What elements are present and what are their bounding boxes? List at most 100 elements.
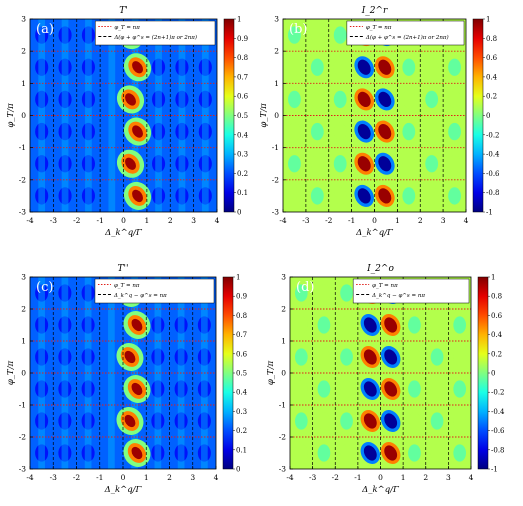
x-tick-label: 2: [418, 216, 423, 225]
x-tick-label: -1: [348, 216, 355, 225]
x-tick-label: 4: [215, 216, 220, 225]
colorbar-tick-label: 0.7: [236, 331, 247, 339]
heatmap-blob: [152, 122, 166, 141]
heatmap-blob: [448, 122, 461, 141]
heatmap-blob: [82, 252, 95, 269]
x-tick-label: 0: [372, 216, 377, 225]
y-tick-label: -2: [19, 175, 27, 184]
x-tick-label: 1: [401, 473, 406, 482]
heatmap-blob: [334, 0, 347, 12]
heatmap-blob: [402, 187, 416, 205]
colorbar-tick-label: 0.2: [236, 427, 247, 435]
colorbar: [472, 18, 484, 213]
heatmap-lobe: [378, 123, 392, 140]
colorbar-tick-label: -0.4: [491, 408, 505, 416]
heatmap-blob: [425, 0, 438, 12]
colorbar: [222, 276, 234, 470]
heatmap-blob: [175, 122, 189, 141]
heatmap-blob: [288, 0, 301, 12]
y-tick-label: -1: [19, 143, 26, 152]
y-axis-label: φ_T/π: [259, 103, 269, 128]
heatmap-stripe: [154, 277, 162, 469]
y-tick-label: 1: [21, 79, 26, 88]
heatmap-peak-core: [132, 61, 143, 74]
y-tick-label: -1: [279, 401, 286, 410]
colorbar: [477, 276, 489, 470]
heatmap-blob: [35, 0, 48, 12]
heatmap-blob: [453, 316, 467, 334]
heatmap-stripe: [38, 19, 46, 212]
heatmap-blob: [175, 252, 188, 269]
y-tick-label: -3: [19, 465, 27, 474]
heatmap-blob: [151, 348, 165, 366]
heatmap-blob: [310, 122, 324, 141]
heatmap-blob: [58, 58, 72, 76]
heatmap-stripe: [38, 277, 45, 469]
x-tick-label: 4: [214, 473, 219, 482]
heatmap-blob: [318, 252, 331, 269]
heatmap-blob: [333, 187, 347, 205]
x-tick-label: 2: [167, 473, 172, 482]
colorbar-tick-label: 0.9: [236, 293, 247, 301]
heatmap-blob: [174, 348, 188, 366]
heatmap-blob: [152, 58, 166, 76]
colorbar-tick-label: 0.1: [236, 446, 247, 454]
colorbar-tick-label: 0.8: [486, 35, 497, 43]
heatmap-blob: [81, 444, 95, 462]
x-tick-label: 1: [144, 473, 149, 482]
x-tick-label: -3: [302, 216, 310, 225]
x-tick-label: -2: [332, 473, 340, 482]
heatmap-blob: [294, 444, 308, 462]
heatmap-blob: [430, 412, 444, 430]
heatmap-lobe: [357, 156, 371, 172]
colorbar-tick-label: 0.9: [237, 35, 248, 43]
colorbar-tick-label: 0.8: [491, 293, 502, 301]
heatmap-blob: [175, 187, 189, 205]
colorbar-tick-label: 0.4: [237, 131, 249, 139]
heatmap-blob: [175, 155, 189, 173]
heatmap-blob: [430, 380, 444, 398]
colorbar-tick-label: 0.5: [236, 370, 247, 378]
panel-label: (a): [36, 22, 54, 37]
colorbar-tick-label: -0.2: [491, 389, 505, 397]
heatmap-blob: [425, 122, 439, 141]
heatmap-lobe: [357, 188, 371, 204]
heatmap-blob: [310, 90, 324, 109]
heatmap-peak-core: [124, 414, 136, 428]
x-axis-label: Δ_k^q/Γ: [355, 228, 394, 238]
heatmap-peak-core: [125, 93, 136, 106]
heatmap-blob: [151, 412, 165, 430]
heatmap-blob: [151, 316, 165, 334]
heatmap-stripe: [61, 19, 69, 212]
legend-label: φ_T = nπ: [114, 25, 140, 31]
heatmap-lobe: [378, 156, 392, 172]
x-axis-label: Δ_k^q/Γ: [104, 485, 143, 495]
heatmap-blob: [81, 187, 95, 205]
panel-label: (c): [36, 280, 53, 295]
heatmap-blob: [197, 380, 211, 398]
heatmap-blob: [340, 444, 353, 462]
heatmap-blob: [35, 90, 49, 109]
colorbar-tick-label: 0.6: [486, 54, 498, 62]
heatmap-blob: [425, 155, 439, 173]
legend-label: Δ_k^q − φ^s = nπ: [113, 292, 167, 299]
heatmap-blob: [288, 90, 301, 109]
heatmap-blob: [408, 316, 421, 334]
legend-box: [352, 278, 470, 304]
heatmap-stripe: [155, 19, 162, 212]
heatmap-blob: [35, 412, 49, 430]
heatmap-blob: [151, 380, 165, 398]
heatmap-blob: [288, 26, 301, 44]
y-tick-label: 0: [274, 111, 279, 120]
heatmap-blob: [288, 58, 301, 76]
colorbar-tick-label: 0.2: [486, 93, 497, 101]
x-tick-label: 1: [144, 216, 149, 225]
heatmap-blob: [58, 26, 72, 44]
legend-box: [95, 20, 216, 46]
colorbar-tick-label: 1: [237, 16, 241, 24]
heatmap-blob: [82, 0, 95, 12]
chart-title: I_2^o: [366, 264, 394, 274]
x-tick-label: 1: [395, 216, 400, 225]
x-tick-label: 2: [168, 216, 173, 225]
